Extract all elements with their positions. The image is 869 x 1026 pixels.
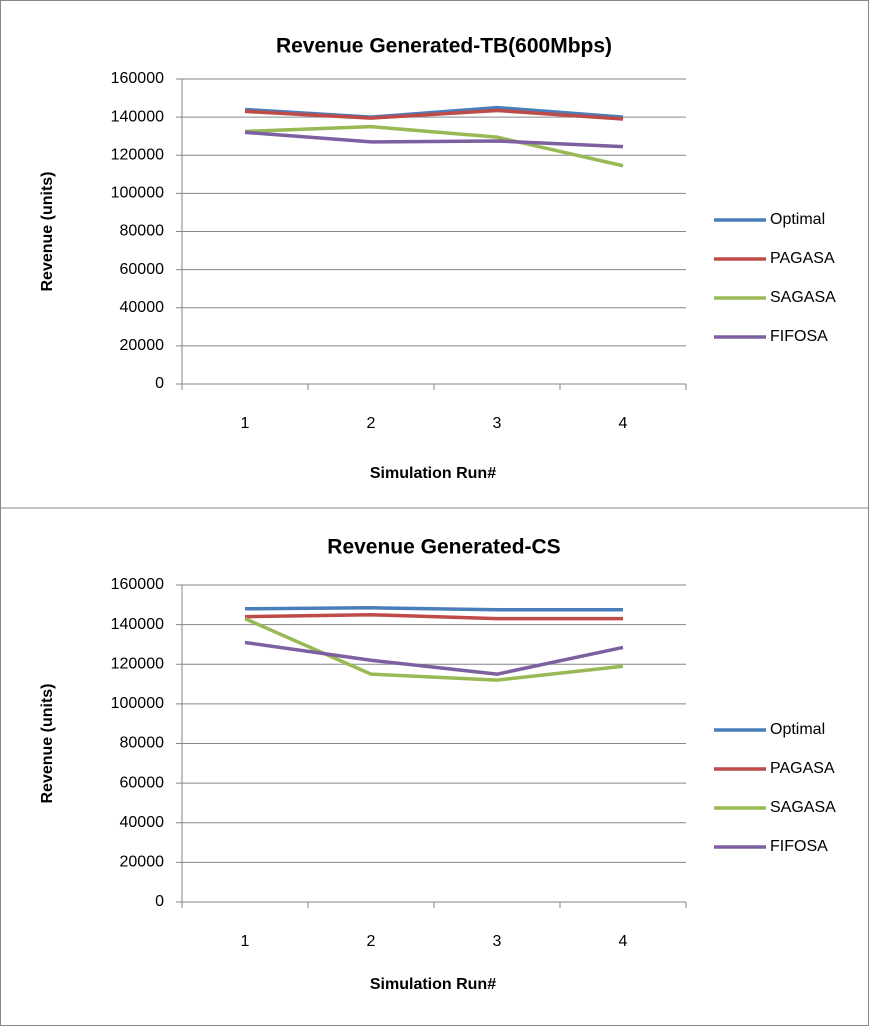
x-tick-label: 4: [619, 415, 628, 432]
y-tick-label: 160000: [111, 70, 164, 87]
series-line: [244, 130, 624, 149]
legend-label: SAGASA: [770, 799, 836, 816]
series-line: [244, 108, 624, 121]
x-tick-label: 3: [493, 933, 502, 950]
x-tick-label: 3: [493, 415, 502, 432]
y-tick-label: 140000: [111, 108, 164, 125]
x-tick-label: 1: [241, 415, 250, 432]
y-tick-label: 120000: [111, 146, 164, 163]
y-tick-label: 120000: [111, 655, 164, 672]
legend-label: PAGASA: [770, 760, 835, 777]
legend-label: Optimal: [770, 211, 825, 228]
y-tick-label: 60000: [120, 774, 165, 791]
x-tick-label: 2: [367, 415, 376, 432]
y-tick-label: 0: [155, 893, 164, 910]
series-line: [244, 606, 623, 612]
y-tick-label: 140000: [111, 616, 164, 633]
legend-label: Optimal: [770, 721, 825, 738]
y-axis-title: Revenue (units): [39, 683, 56, 803]
legend-label: SAGASA: [770, 289, 836, 306]
y-tick-label: 20000: [120, 337, 165, 354]
chart-title: Revenue Generated-CS: [327, 536, 560, 559]
y-tick-label: 60000: [120, 261, 165, 278]
legend-label: FIFOSA: [770, 838, 828, 855]
chart-title: Revenue Generated-TB(600Mbps): [276, 35, 612, 58]
legend-label: PAGASA: [770, 250, 835, 267]
series-line: [244, 640, 624, 676]
series-line: [244, 617, 624, 682]
series-line: [244, 124, 624, 168]
y-tick-label: 40000: [120, 814, 165, 831]
y-axis-title: Revenue (units): [39, 171, 56, 291]
series-line: [244, 612, 623, 621]
y-tick-label: 80000: [120, 735, 165, 752]
x-axis-title: Simulation Run#: [370, 465, 496, 482]
x-tick-label: 2: [367, 933, 376, 950]
y-tick-label: 40000: [120, 299, 165, 316]
x-tick-label: 1: [241, 933, 250, 950]
y-tick-label: 20000: [120, 854, 165, 871]
legend-label: FIFOSA: [770, 328, 828, 345]
y-tick-label: 160000: [111, 576, 164, 593]
x-tick-label: 4: [619, 933, 628, 950]
y-tick-label: 100000: [111, 185, 164, 202]
x-axis-title: Simulation Run#: [370, 976, 496, 993]
y-tick-label: 100000: [111, 695, 164, 712]
y-tick-label: 80000: [120, 223, 165, 240]
y-tick-label: 0: [155, 375, 164, 392]
